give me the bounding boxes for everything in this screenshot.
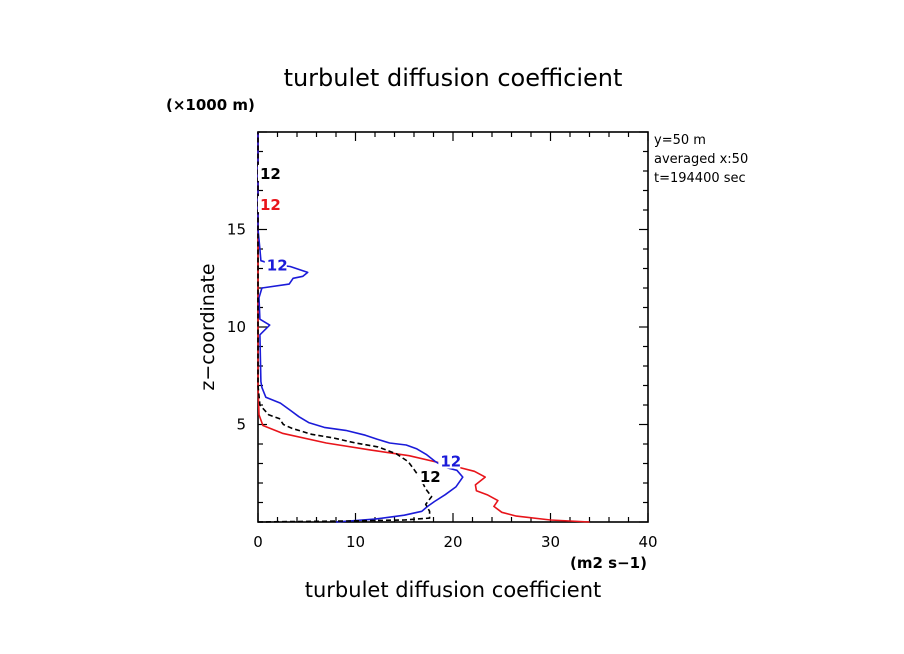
- contour-label: 12: [260, 165, 281, 183]
- x-axis-title: turbulet diffusion coefficient: [305, 578, 602, 602]
- contour-label: 12: [440, 453, 461, 471]
- contour-label-bg: [257, 164, 280, 181]
- contour-label-bg: [417, 468, 440, 485]
- x-tick-label: 40: [638, 533, 657, 551]
- contour-label-bg: [257, 196, 280, 213]
- series-group: [257, 132, 590, 523]
- contour-label: 12: [267, 257, 288, 275]
- contour-label: 12: [420, 468, 441, 486]
- series-line-1: [257, 132, 590, 523]
- chart-title: turbulet diffusion coefficient: [284, 64, 623, 92]
- annotation-averaged: averaged x:50: [654, 152, 748, 167]
- y-axis-title: z−coordinate: [197, 263, 219, 390]
- annotation-time: t=194400 sec: [654, 171, 746, 186]
- contour-label: 12: [260, 196, 281, 214]
- annotation-y-position: y=50 m: [654, 133, 706, 148]
- x-tick-label: 20: [443, 533, 462, 551]
- y-tick-label: 15: [227, 221, 246, 239]
- contour-label-bg: [264, 256, 287, 273]
- series-line-2: [257, 132, 464, 523]
- y-axis-unit: (×1000 m): [166, 96, 255, 114]
- axis-ticks: 0 10 20 30 40 5 10 15: [227, 131, 658, 551]
- x-tick-label: 10: [346, 533, 365, 551]
- x-tick-label: 0: [253, 533, 263, 551]
- y-tick-label: 5: [236, 416, 246, 434]
- contour-label-bg: [438, 452, 461, 469]
- y-tick-label: 10: [227, 318, 246, 336]
- x-tick-label: 30: [541, 533, 560, 551]
- x-axis-unit: (m2 s−1): [570, 554, 647, 572]
- series-line-3: [257, 132, 433, 523]
